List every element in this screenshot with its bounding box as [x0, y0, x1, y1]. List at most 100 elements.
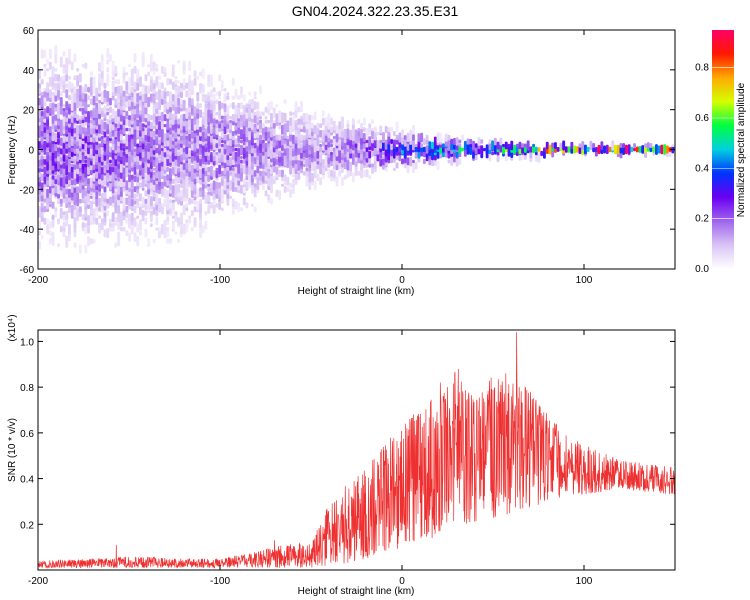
spectral-cell — [130, 179, 134, 183]
spectral-cell — [422, 146, 426, 153]
spectral-cell — [76, 97, 80, 106]
spectral-cell — [73, 100, 77, 112]
colorbar-tick-label: 0.8 — [695, 63, 709, 74]
spectral-cell — [338, 130, 342, 138]
spectral-cell — [392, 167, 396, 172]
spectral-cell — [48, 185, 52, 194]
spectral-cell — [48, 176, 52, 187]
spectral-cell — [141, 209, 145, 217]
spectral-cell — [207, 204, 211, 214]
spectral-cell — [149, 129, 153, 138]
spectral-cell — [155, 95, 159, 100]
spectral-cell — [253, 206, 257, 213]
spectral-cell — [212, 180, 216, 191]
spectral-cell — [324, 156, 328, 167]
spectral-cell — [371, 139, 374, 144]
spectral-cell — [43, 217, 47, 225]
spectral-cell — [240, 207, 243, 212]
spectral-cell — [144, 92, 148, 103]
spectral-cell — [122, 143, 126, 148]
spectral-cell — [253, 111, 257, 116]
spectral-cell — [59, 122, 63, 129]
spectral-cell — [316, 147, 320, 152]
spectral-cell — [461, 134, 464, 141]
y-tick-label: 0 — [28, 146, 34, 157]
spectral-cell — [362, 169, 366, 178]
y-tick-label: 1.0 — [20, 337, 34, 348]
spectral-cell — [442, 143, 445, 148]
spectral-cell — [100, 91, 104, 96]
spectral-cell — [98, 73, 101, 83]
spectral-cell — [160, 128, 164, 139]
spectral-cell — [387, 154, 391, 161]
spectral-cell — [291, 134, 295, 141]
spectral-cell — [190, 118, 194, 125]
spectral-cell — [182, 223, 186, 235]
spectral-cell — [300, 118, 303, 125]
spectral-cell — [248, 156, 252, 167]
spectral-cell — [136, 80, 140, 91]
spectral-cell — [144, 165, 148, 174]
spectral-cell — [46, 82, 50, 90]
spectral-cell — [98, 178, 101, 185]
spectral-cell — [196, 102, 200, 109]
spectral-cell — [472, 140, 475, 151]
spectral-cell — [240, 86, 243, 94]
spectral-cell — [289, 182, 293, 188]
spectral-cell — [223, 175, 227, 180]
spectral-cell — [48, 203, 52, 208]
spectral-cell — [199, 189, 202, 198]
spectral-cell — [289, 145, 293, 154]
colorbar-tick-label: 0.6 — [695, 113, 709, 124]
spectral-cell — [114, 127, 118, 132]
spectrogram-y-axis-label: Frequency (Hz) — [7, 116, 18, 185]
spectral-cell — [316, 173, 320, 182]
spectral-cell — [185, 161, 189, 170]
spectral-cell — [103, 82, 107, 89]
spectral-cell — [109, 123, 112, 129]
spectral-cell — [152, 171, 156, 176]
spectral-cell — [122, 139, 126, 144]
spectral-cell — [149, 121, 153, 130]
spectral-cell — [226, 134, 230, 141]
spectral-cell — [180, 212, 183, 222]
spectral-cell — [253, 170, 257, 177]
spectral-cell — [149, 93, 153, 102]
spectral-cell — [210, 182, 213, 188]
spectral-cell — [346, 128, 350, 139]
spectral-cell — [139, 230, 142, 236]
spectral-cell — [177, 97, 181, 106]
spectral-cell — [215, 119, 219, 124]
spectral-cell — [177, 139, 181, 144]
spectral-cell — [275, 134, 279, 141]
spectral-cell — [234, 151, 238, 155]
spectral-cell — [300, 143, 303, 148]
spectral-cell — [398, 151, 402, 156]
spectral-cell — [215, 203, 219, 208]
spectral-cell — [89, 84, 93, 96]
spectral-cell — [250, 131, 254, 136]
colorbar-gradient — [712, 30, 734, 269]
spectral-cell — [193, 77, 197, 86]
spectral-cell — [117, 231, 121, 235]
spectral-cell — [185, 107, 189, 112]
spectral-cell — [215, 112, 219, 116]
spectral-cell — [289, 111, 293, 117]
spectral-cell — [237, 143, 241, 148]
spectral-cell — [231, 131, 235, 137]
spectral-cell — [65, 155, 69, 160]
spectral-cell — [453, 138, 456, 146]
spectral-cell — [139, 206, 142, 212]
spectral-cell — [141, 93, 145, 102]
spectral-cell — [62, 65, 66, 74]
spectral-cell — [199, 221, 202, 229]
spectral-cell — [171, 215, 175, 219]
spectral-cell — [504, 153, 508, 162]
spectral-cell — [226, 95, 230, 100]
spectral-cell — [43, 63, 47, 68]
spectral-cell — [215, 91, 219, 96]
spectral-cell — [185, 207, 189, 212]
spectral-cell — [114, 242, 118, 248]
spectral-cell — [136, 68, 140, 79]
spectral-cell — [160, 150, 164, 157]
